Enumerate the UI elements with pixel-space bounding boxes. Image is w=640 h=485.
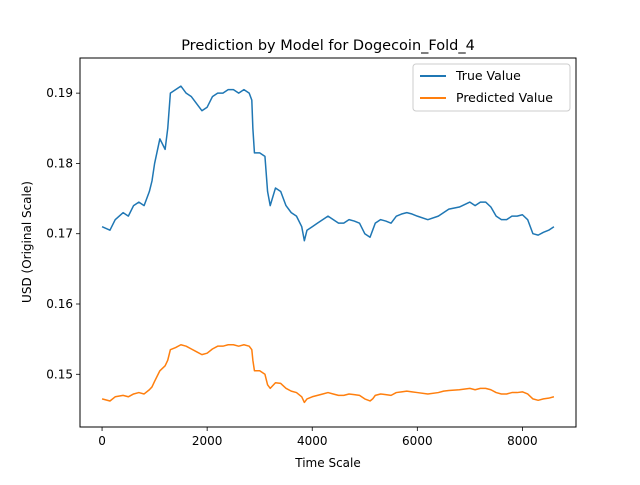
x-tick-label: 4000 — [297, 434, 328, 448]
x-tick-label: 6000 — [402, 434, 433, 448]
plot-area — [101, 85, 555, 404]
series-line-true-value — [101, 85, 555, 242]
series-line-predicted-value — [101, 344, 555, 404]
legend-label: True Value — [455, 68, 521, 83]
y-tick-label: 0.18 — [46, 156, 73, 170]
y-tick-label: 0.17 — [46, 227, 73, 241]
x-tick-label: 8000 — [507, 434, 538, 448]
y-tick-label: 0.16 — [46, 297, 73, 311]
chart-title: Prediction by Model for Dogecoin_Fold_4 — [181, 38, 475, 54]
axis-ticks: 0 2000 4000 6000 8000 0.15 0.16 0.17 0.18 0.19 — [46, 86, 537, 448]
y-axis-label: USD (Original Scale) — [20, 181, 34, 303]
x-tick-label: 2000 — [192, 434, 223, 448]
x-axis-label: Time Scale — [294, 456, 360, 470]
legend-label: Predicted Value — [456, 90, 553, 105]
legend: True Value Predicted Value — [412, 63, 571, 112]
x-tick-label: 0 — [98, 434, 106, 448]
legend-box — [412, 63, 571, 112]
y-tick-label: 0.19 — [46, 86, 73, 100]
axes-frame — [79, 57, 577, 428]
y-tick-label: 0.15 — [46, 367, 73, 381]
